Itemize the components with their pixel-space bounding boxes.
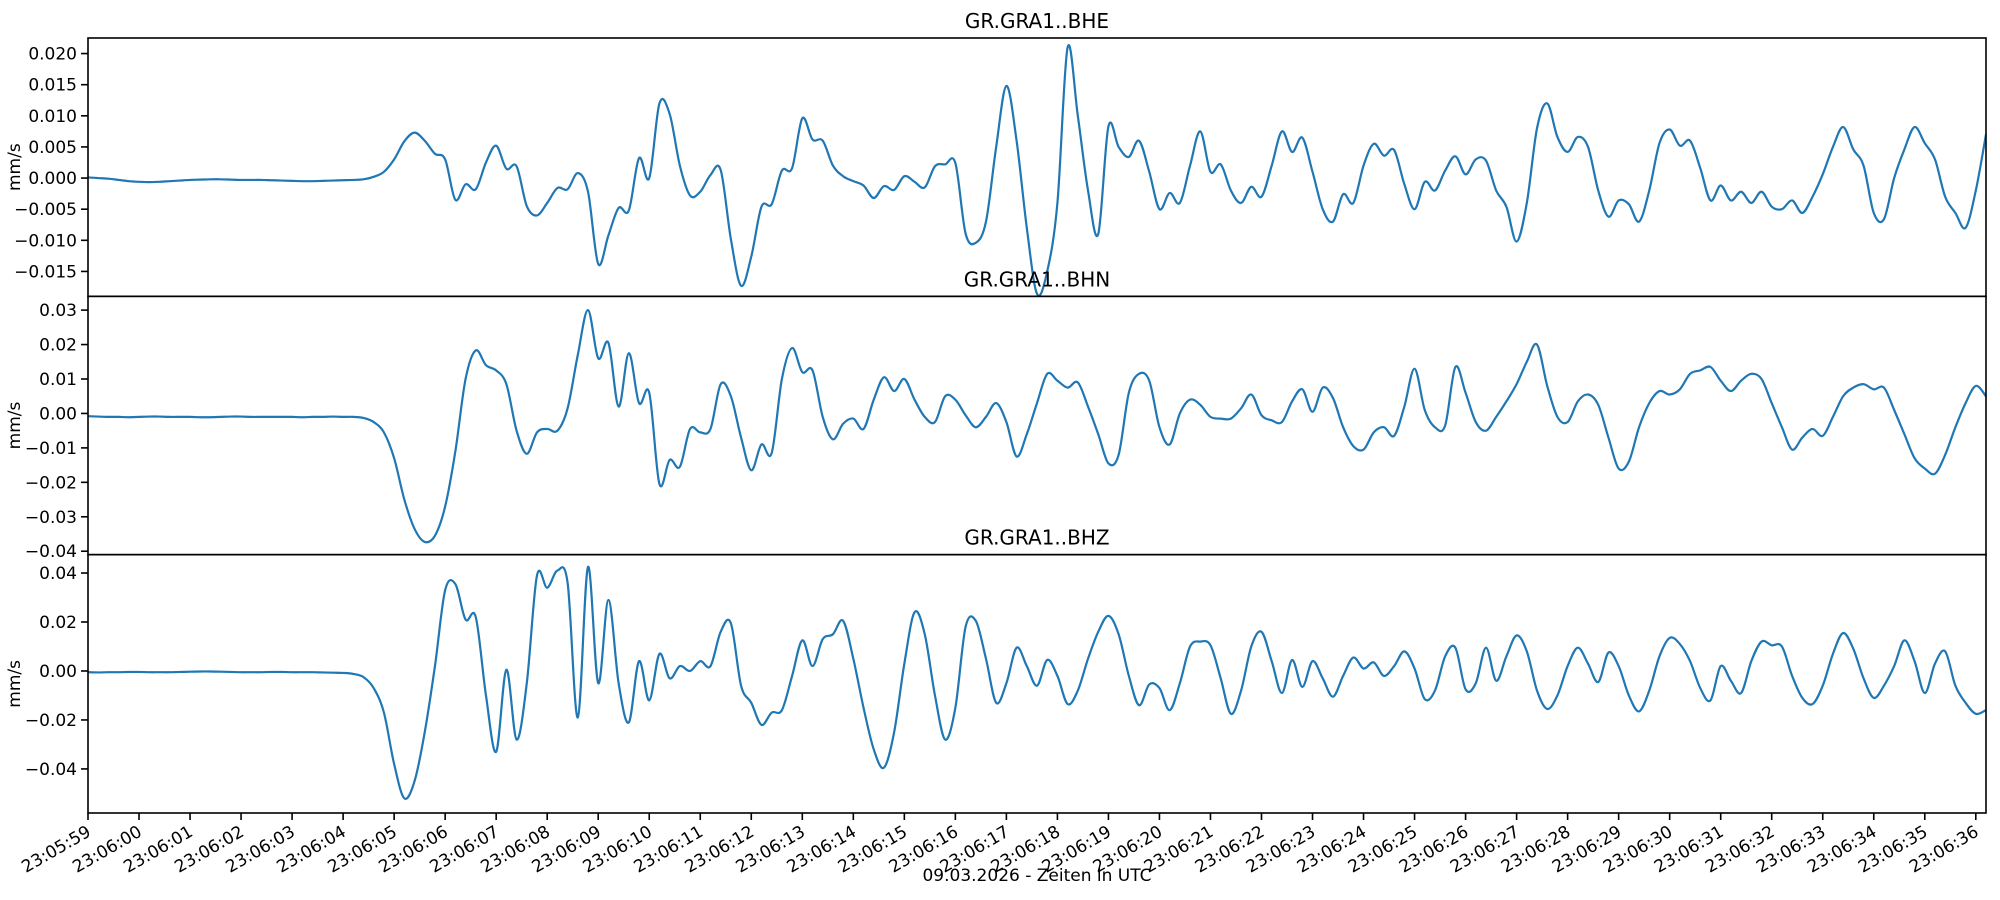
y-tick-label: 0.03 xyxy=(39,301,77,321)
y-tick-label: −0.04 xyxy=(25,542,77,562)
y-tick-label: 0.02 xyxy=(39,613,77,633)
panel-bhz: 0.04 0.02 0.00 −0.02 −0.04 mm/s xyxy=(5,553,1987,814)
y-tick-label: −0.015 xyxy=(14,262,77,282)
y-tick-label: 0.015 xyxy=(28,76,77,96)
y-tick-label: 0.02 xyxy=(39,336,77,356)
panel-frame xyxy=(87,553,1987,814)
y-tick-label: 0.04 xyxy=(39,564,77,584)
x-axis-label: 09.03.2026 - Zeiten in UTC xyxy=(922,866,1151,886)
y-tick-label: 0.020 xyxy=(28,45,77,65)
y-tick-label: 0.005 xyxy=(28,138,77,158)
panel-bhn: 0.03 0.02 0.01 0.00 −0.01 −0.02 −0.03 −0.04 mm/s xyxy=(5,295,1987,562)
y-tick-label: 0.00 xyxy=(39,404,77,424)
y-axis-label: mm/s xyxy=(5,402,25,450)
y-tick-label: −0.010 xyxy=(14,231,77,251)
y-tick-label: 0.000 xyxy=(28,169,77,189)
y-tick-label: −0.005 xyxy=(14,200,77,220)
y-axis-label: mm/s xyxy=(5,660,25,708)
y-tick-label: −0.02 xyxy=(25,711,77,731)
waveform-trace-bhn xyxy=(88,309,1986,544)
y-axis-label: mm/s xyxy=(5,143,25,191)
y-tick-label: 0.010 xyxy=(28,107,77,127)
panel-title: GR.GRA1..BHN xyxy=(964,267,1110,291)
panel-title: GR.GRA1..BHZ xyxy=(964,526,1109,550)
y-tick-label: −0.01 xyxy=(25,439,77,459)
y-tick-label: −0.04 xyxy=(25,760,77,780)
panel-title: GR.GRA1..BHE xyxy=(965,9,1109,33)
y-tick-label: −0.02 xyxy=(25,473,77,493)
waveform-trace-bhz xyxy=(88,565,1986,800)
y-tick-label: −0.03 xyxy=(25,508,77,528)
y-tick-label: 0.00 xyxy=(39,662,77,682)
y-tick-label: 0.01 xyxy=(39,370,77,390)
